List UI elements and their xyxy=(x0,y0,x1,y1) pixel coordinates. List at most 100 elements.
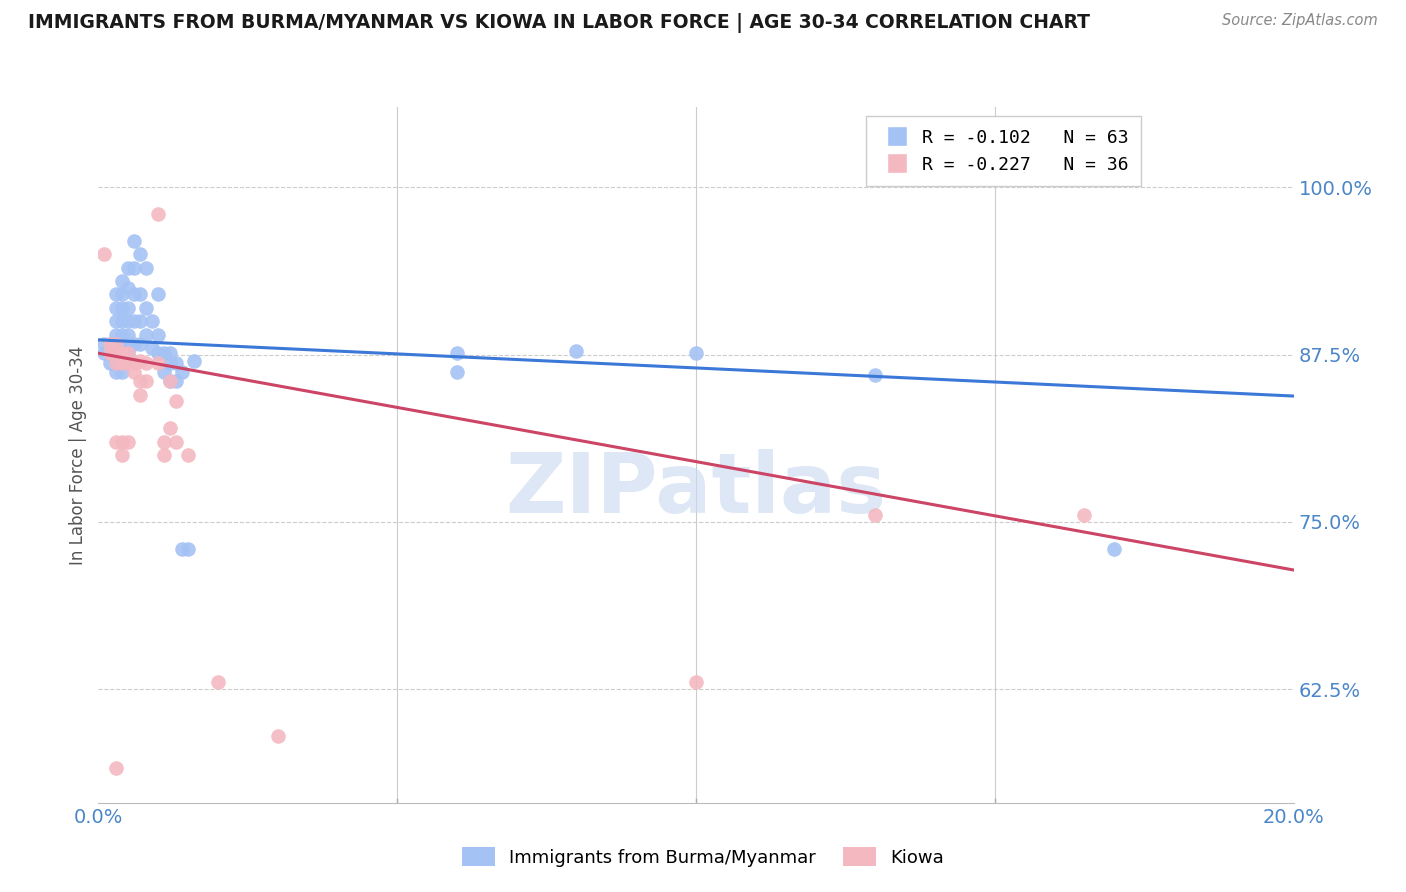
Point xyxy=(117,314,139,328)
Point xyxy=(111,356,134,370)
Point xyxy=(105,327,128,342)
Point xyxy=(117,281,139,295)
Point xyxy=(153,434,176,449)
Point xyxy=(129,337,152,351)
Point xyxy=(865,368,887,382)
Point xyxy=(124,287,146,301)
Point xyxy=(148,356,170,370)
Point xyxy=(159,346,181,360)
Point xyxy=(124,234,146,248)
Point xyxy=(172,365,194,379)
Point xyxy=(148,207,170,221)
Point xyxy=(98,337,122,351)
Point xyxy=(207,675,229,690)
Point xyxy=(111,327,134,342)
Point xyxy=(98,346,122,360)
Point xyxy=(111,434,134,449)
Point xyxy=(685,675,707,690)
Point xyxy=(111,274,134,288)
Point xyxy=(98,346,122,360)
Point xyxy=(117,337,139,351)
Point xyxy=(685,346,707,360)
Point xyxy=(565,343,588,358)
Point xyxy=(165,434,187,449)
Point xyxy=(124,337,146,351)
Point xyxy=(124,365,146,379)
Point xyxy=(105,356,128,370)
Point xyxy=(105,337,128,351)
Point xyxy=(117,327,139,342)
Point xyxy=(105,337,128,351)
Point xyxy=(111,337,134,351)
Point xyxy=(135,327,157,342)
Point xyxy=(111,346,134,360)
Point xyxy=(105,365,128,379)
Point xyxy=(148,287,170,301)
Point xyxy=(135,301,157,315)
Point xyxy=(865,508,887,523)
Point xyxy=(111,346,134,360)
Point xyxy=(177,448,200,462)
Point xyxy=(111,287,134,301)
Point xyxy=(129,375,152,389)
Point xyxy=(117,356,139,370)
Point xyxy=(148,327,170,342)
Point xyxy=(153,448,176,462)
Point xyxy=(93,247,115,261)
Point xyxy=(105,301,128,315)
Point xyxy=(159,421,181,435)
Point xyxy=(105,356,128,370)
Point xyxy=(1073,508,1095,523)
Point xyxy=(105,287,128,301)
Point xyxy=(159,375,181,389)
Point xyxy=(117,346,139,360)
Point xyxy=(165,356,187,370)
Point xyxy=(124,356,146,370)
Point xyxy=(117,346,139,360)
Point xyxy=(111,448,134,462)
Point xyxy=(105,761,128,775)
Point xyxy=(159,375,181,389)
Point xyxy=(153,346,176,360)
Point xyxy=(135,356,157,370)
Point xyxy=(98,337,122,351)
Point xyxy=(153,365,176,379)
Point xyxy=(141,341,163,355)
Point xyxy=(1104,541,1126,556)
Point xyxy=(93,337,115,351)
Y-axis label: In Labor Force | Age 30-34: In Labor Force | Age 30-34 xyxy=(69,345,87,565)
Point xyxy=(129,287,152,301)
Point xyxy=(105,314,128,328)
Point xyxy=(129,247,152,261)
Point xyxy=(105,434,128,449)
Point xyxy=(129,388,152,402)
Point xyxy=(159,356,181,370)
Point xyxy=(124,260,146,275)
Text: IMMIGRANTS FROM BURMA/MYANMAR VS KIOWA IN LABOR FORCE | AGE 30-34 CORRELATION CH: IMMIGRANTS FROM BURMA/MYANMAR VS KIOWA I… xyxy=(28,13,1090,33)
Point xyxy=(177,541,200,556)
Point xyxy=(165,394,187,409)
Point xyxy=(117,434,139,449)
Point xyxy=(183,354,205,368)
Legend: Immigrants from Burma/Myanmar, Kiowa: Immigrants from Burma/Myanmar, Kiowa xyxy=(456,840,950,874)
Point xyxy=(129,314,152,328)
Point xyxy=(111,314,134,328)
Point xyxy=(172,541,194,556)
Point xyxy=(117,260,139,275)
Point xyxy=(129,354,152,368)
Point xyxy=(148,346,170,360)
Point xyxy=(98,356,122,370)
Text: Source: ZipAtlas.com: Source: ZipAtlas.com xyxy=(1222,13,1378,29)
Point xyxy=(135,375,157,389)
Point xyxy=(111,356,134,370)
Point xyxy=(135,260,157,275)
Text: ZIPatlas: ZIPatlas xyxy=(506,450,886,530)
Point xyxy=(117,301,139,315)
Point xyxy=(93,346,115,360)
Point xyxy=(165,375,187,389)
Point xyxy=(105,346,128,360)
Point xyxy=(141,314,163,328)
Point xyxy=(124,314,146,328)
Legend: R = -0.102   N = 63, R = -0.227   N = 36: R = -0.102 N = 63, R = -0.227 N = 36 xyxy=(866,116,1142,186)
Point xyxy=(105,346,128,360)
